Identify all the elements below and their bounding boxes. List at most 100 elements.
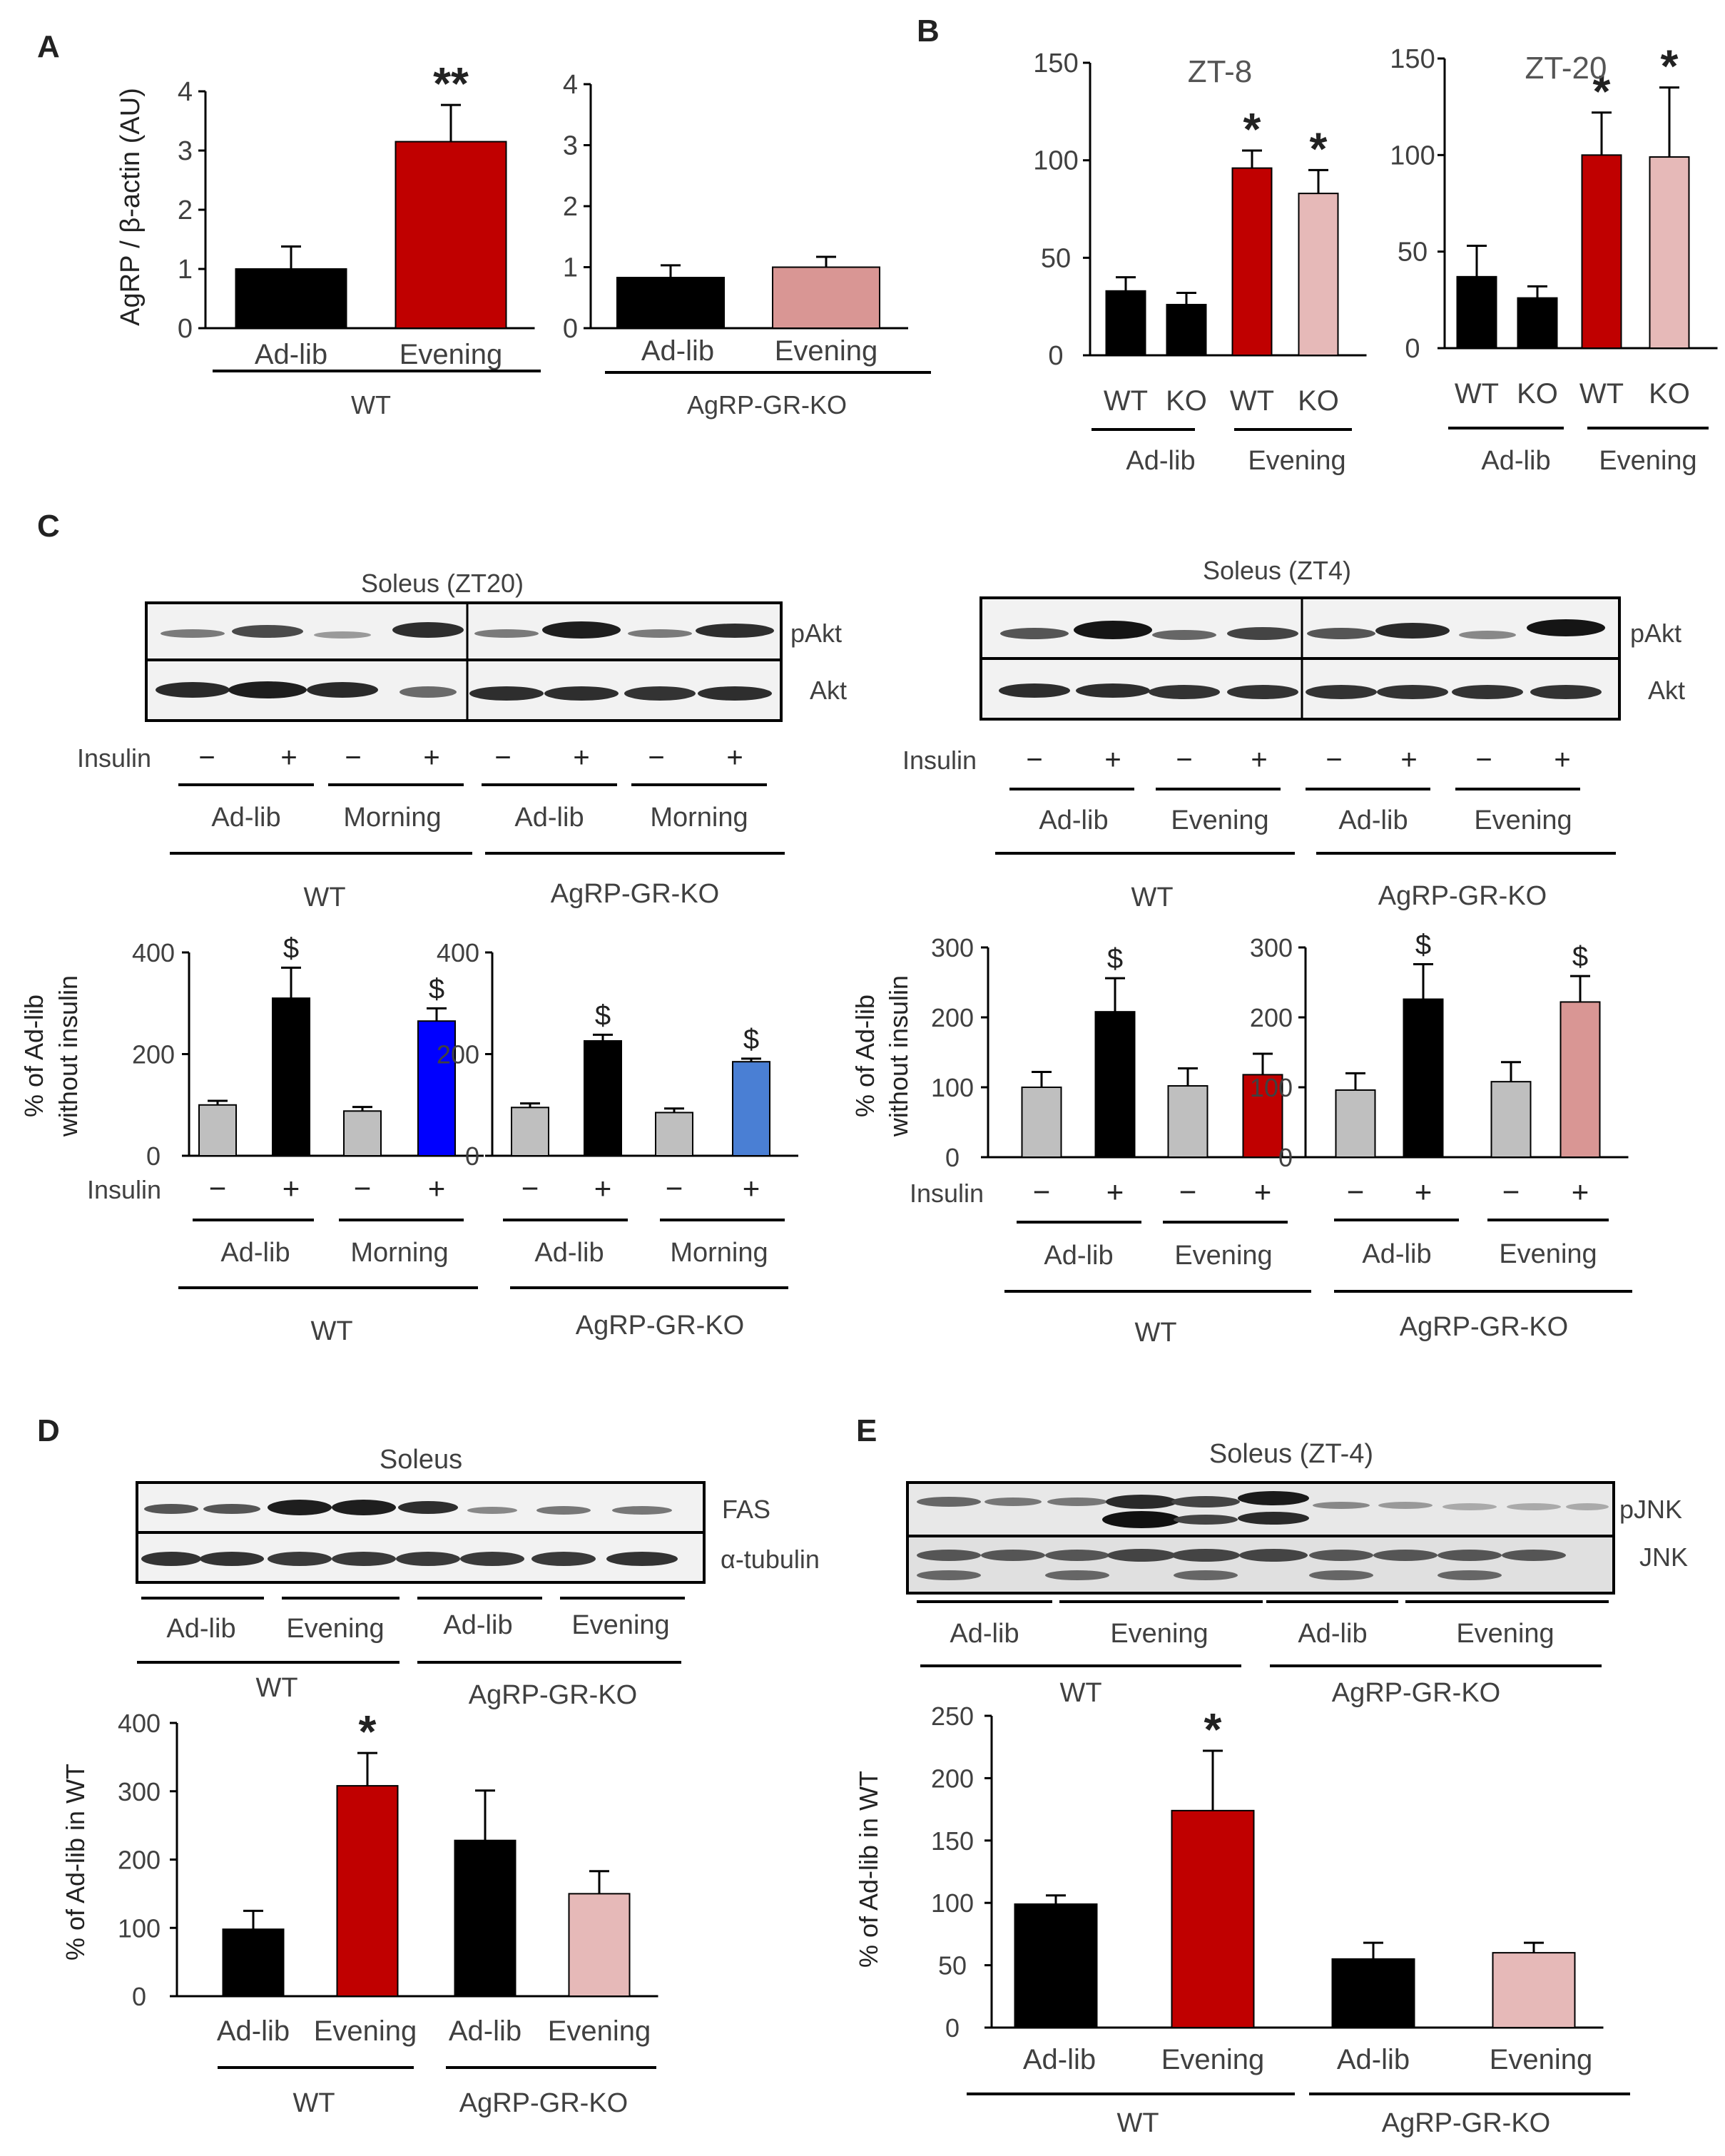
blot-d: Soleus FAS α-tubulin Ad-lib Even [136, 1445, 820, 1710]
blot-band [392, 622, 464, 638]
y-tick-label: 150 [1390, 44, 1435, 74]
blot-c-right-sign: − [1325, 744, 1342, 776]
blot-c-left-group: Morning [343, 803, 441, 833]
bar [732, 1061, 770, 1156]
blot-band [1227, 685, 1298, 699]
chart-c3: 0 100 200 300 $ − + − + Insulin Ad-lib Evening WT % o… [850, 933, 1311, 1348]
blot-d-row-1: FAS [722, 1495, 770, 1524]
y-tick-label: 400 [437, 938, 479, 967]
y-axis-label: % of Ad-lib [19, 995, 49, 1117]
insulin-sign: + [1254, 1175, 1272, 1209]
chart-c2: 0 200 400 $ $ − + − + Ad-lib Morning AgRP-GR-KO [437, 938, 798, 1341]
significance-mark: * [1593, 66, 1611, 117]
blot-c-right-genotype: AgRP-GR-KO [1378, 881, 1547, 911]
blot-band [268, 1552, 332, 1566]
bar [454, 1839, 517, 1997]
bar [1490, 1081, 1532, 1159]
blot-c-left-group: Morning [650, 803, 748, 833]
blot-c-right-title: Soleus (ZT4) [1203, 556, 1351, 585]
category-label: WT [1455, 378, 1499, 410]
panel-label-e: E [856, 1413, 877, 1448]
blot-band [1045, 1570, 1109, 1580]
blot-c-right-row-1: pAkt [1630, 619, 1681, 648]
y-tick-label: 0 [1278, 1143, 1293, 1172]
blot-c-left-sign: + [726, 742, 743, 773]
blot-band [1174, 1515, 1238, 1525]
category-label: Evening [314, 2015, 417, 2047]
insulin-sign: − [354, 1171, 372, 1205]
blot-d-bands [141, 1500, 678, 1566]
bar [1456, 275, 1497, 349]
blot-e-title: Soleus (ZT-4) [1209, 1439, 1373, 1469]
blot-c-left-sign: − [198, 742, 215, 773]
blot-d-group: Evening [286, 1614, 384, 1644]
blot-band [1309, 1570, 1373, 1580]
blot-d-genotype: WT [255, 1673, 297, 1703]
category-label: Ad-lib [1337, 2044, 1410, 2075]
blot-c-right-frame-bottom [979, 657, 1621, 721]
blot-band [1566, 1503, 1609, 1510]
y-tick-label: 100 [931, 1073, 974, 1102]
group-label: AgRP-GR-KO [687, 390, 847, 419]
blot-band [1507, 1503, 1561, 1510]
category-label: Ad-lib [449, 2015, 521, 2047]
insulin-sign: − [521, 1171, 539, 1205]
bar [1167, 1085, 1208, 1159]
y-tick-label: 200 [118, 1846, 161, 1875]
group-label: Morning [670, 1238, 768, 1268]
blot-c-left-sign: + [573, 742, 589, 773]
blot-band [984, 1497, 1042, 1506]
insulin-label: Insulin [910, 1179, 984, 1208]
bar [222, 1928, 285, 1998]
y-tick-label: 100 [1250, 1073, 1293, 1102]
y-tick-label: 0 [1048, 341, 1063, 371]
blot-c-right-sign: − [1475, 744, 1492, 776]
blot-d-row-2: α-tubulin [721, 1545, 820, 1574]
bar [1335, 1089, 1376, 1159]
insulin-sign: + [283, 1171, 300, 1205]
blot-band [398, 1501, 458, 1514]
chart-title: ZT-20 [1525, 51, 1607, 86]
y-axis-label: % of Ad-lib in WT [61, 1764, 90, 1961]
blot-band [544, 686, 619, 701]
y-tick-label: 100 [1390, 141, 1435, 171]
blot-e-row-2: JNK [1639, 1542, 1688, 1572]
blot-band [396, 1552, 460, 1566]
bar [584, 1039, 622, 1156]
blot-band [1438, 1570, 1502, 1580]
blot-band [228, 681, 307, 698]
insulin-label: Insulin [87, 1175, 161, 1204]
group-label: Evening [1248, 446, 1345, 476]
group-label: Ad-lib [1481, 446, 1550, 476]
blot-d-genotype: AgRP-GR-KO [469, 1680, 637, 1710]
blot-e-frame-top [906, 1481, 1615, 1537]
blot-band [1047, 1497, 1107, 1506]
y-tick-label: 100 [118, 1913, 161, 1943]
y-tick-label: 200 [931, 1003, 974, 1032]
group-label: WT [292, 2088, 335, 2118]
insulin-sign: + [743, 1171, 760, 1205]
blot-c-right: Soleus (ZT4) pAkt Akt Insulin − + − [902, 556, 1685, 912]
category-label: Evening [1161, 2044, 1265, 2075]
significance-mark: $ [1107, 943, 1123, 975]
bar [1242, 1074, 1283, 1158]
blot-band [1074, 621, 1152, 639]
bar [1171, 1809, 1255, 2028]
blot-c-left-title: Soleus (ZT20) [361, 569, 524, 598]
chart-a2: 0 1 2 3 4 Ad-lib Evening AgRP-GR-KO [563, 70, 931, 419]
blot-c-right-bands [999, 619, 1605, 699]
bar [272, 997, 310, 1156]
group-label: Evening [1174, 1241, 1272, 1271]
category-label: Evening [548, 2015, 651, 2047]
bar [1231, 167, 1273, 356]
y-tick-label: 2 [563, 192, 578, 222]
bar [1298, 193, 1339, 356]
significance-mark: ** [433, 58, 469, 109]
y-tick-label: 2 [178, 195, 193, 225]
blot-c-right-row-2: Akt [1648, 676, 1685, 705]
genotype-label: AgRP-GR-KO [1400, 1312, 1568, 1342]
significance-mark: $ [429, 973, 444, 1005]
insulin-sign: − [1502, 1175, 1520, 1209]
y-tick-label: 150 [931, 1826, 974, 1856]
